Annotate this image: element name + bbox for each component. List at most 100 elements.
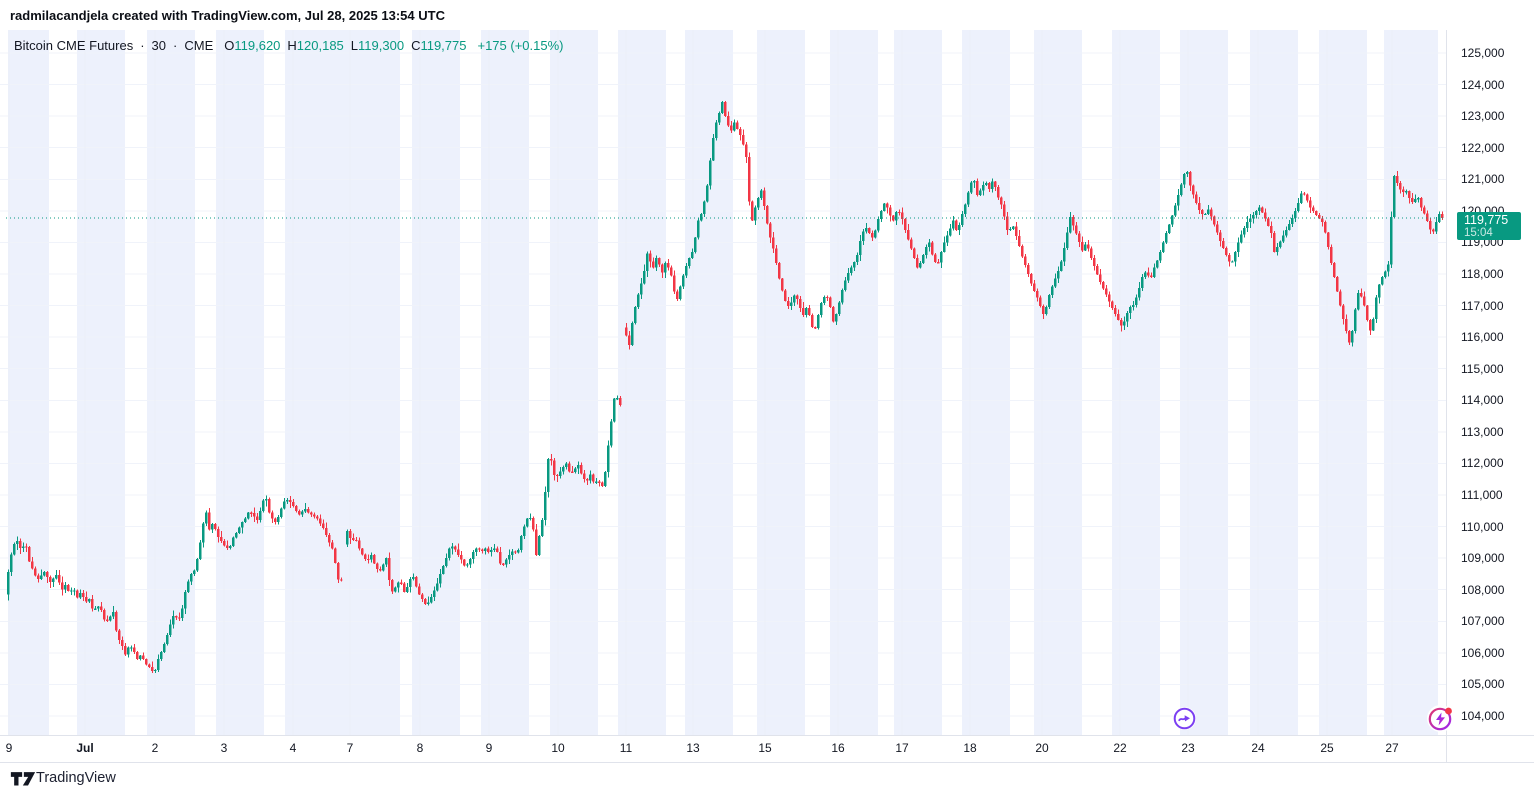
candle-body (289, 500, 292, 503)
candle-body (784, 290, 787, 301)
flash-alert-button[interactable] (1427, 705, 1454, 732)
candle-body (1360, 292, 1363, 297)
attribution-bar: radmilacandjela created with TradingView… (0, 0, 1534, 30)
tradingview-logo-icon[interactable] (10, 770, 36, 788)
candle-body (232, 537, 235, 546)
candle-body (1414, 199, 1417, 202)
candle-body (670, 267, 673, 276)
candle-body (1426, 213, 1429, 222)
candle-body (1357, 292, 1360, 310)
candle-body (481, 549, 484, 552)
candle-body (808, 307, 811, 316)
price-scale[interactable]: 125,000 124,000 123,000 122,000 121,000 120,0… (1446, 30, 1534, 735)
candle-body (280, 508, 283, 518)
candle-body (1099, 274, 1102, 282)
candle-body (595, 481, 598, 483)
candle-wick (221, 531, 222, 543)
candle-body (1198, 202, 1201, 211)
candle-body (541, 520, 544, 537)
candle-body (268, 499, 271, 513)
candle-body (1186, 171, 1189, 174)
candle-body (1054, 278, 1057, 287)
candle-body (223, 540, 226, 546)
candle-body (730, 125, 733, 131)
candle-body (361, 548, 364, 555)
price-tick-label: 111,000 (1461, 487, 1503, 502)
candle-wick (428, 596, 429, 606)
chart-canvas[interactable] (0, 30, 1446, 735)
candle-body (1219, 232, 1222, 241)
time-tick-label: 20 (1035, 741, 1049, 755)
candle-body (391, 580, 394, 592)
candle-body (520, 536, 523, 551)
candle-body (157, 659, 160, 670)
candle-body (1075, 225, 1078, 234)
candle-body (1084, 244, 1087, 251)
candle-body (979, 190, 982, 196)
candle-wick (452, 542, 453, 555)
ohlc-close: C 119,775 (411, 38, 466, 53)
time-tick-label: 4 (289, 741, 297, 755)
candle-body (634, 307, 637, 323)
time-tick-label: 16 (831, 741, 845, 755)
candle-wick (827, 295, 828, 302)
candle-body (1264, 212, 1267, 219)
candle-body (79, 592, 82, 598)
candle-body (31, 561, 34, 569)
candle-body (355, 539, 358, 542)
candle-body (1276, 247, 1279, 252)
candle-body (1375, 297, 1378, 319)
price-tick-label: 104,000 (1461, 708, 1505, 723)
candle-body (1279, 241, 1282, 248)
candle-body (514, 551, 517, 553)
candle-body (1171, 215, 1174, 225)
candle-body (460, 554, 463, 560)
candle-body (1033, 283, 1036, 292)
candle-body (1285, 229, 1288, 236)
candle-body (439, 573, 442, 584)
candle-body (490, 550, 493, 553)
candle-body (703, 201, 706, 215)
candle-body (586, 479, 589, 481)
candle-body (1384, 271, 1387, 278)
price-tick-label: 121,000 (1461, 172, 1505, 187)
price-tick-label: 114,000 (1461, 393, 1504, 408)
candle-body (880, 210, 883, 220)
candle-body (1159, 251, 1162, 261)
arrow-right-icon (1178, 717, 1187, 722)
candle-body (682, 275, 685, 287)
candle-body (1120, 319, 1123, 326)
candle-body (793, 295, 796, 303)
session-band (894, 30, 942, 735)
candle-body (700, 214, 703, 221)
time-scale[interactable]: 9 Jul 2 3 4 7 8 9 10 11 13 15 16 17 18 20 22 23 24 25 27 (0, 735, 1446, 762)
candle-body (1339, 291, 1342, 306)
candle-body (955, 220, 958, 230)
candle-body (568, 463, 571, 472)
candle-body (580, 464, 583, 474)
candle-body (49, 577, 52, 583)
go-to-realtime-button[interactable] (1173, 707, 1196, 730)
candle-body (1156, 260, 1159, 268)
candle-wick (41, 569, 42, 581)
candle-wick (179, 612, 180, 622)
candle-body (1189, 171, 1192, 186)
symbol-legend[interactable]: Bitcoin CME Futures · 30 · CME O 119,620 … (14, 36, 564, 54)
candle-body (337, 562, 340, 580)
candle-body (226, 545, 229, 548)
candle-body (688, 258, 691, 267)
candle-body (1030, 273, 1033, 284)
candle-body (196, 558, 199, 571)
candle-body (313, 514, 316, 517)
candle-body (1408, 191, 1411, 199)
candle-body (1144, 272, 1147, 278)
candle-body (583, 473, 586, 480)
candle-wick (176, 615, 177, 621)
candle-body (277, 517, 280, 523)
time-tick-label: 11 (619, 741, 633, 755)
candle-body (142, 655, 145, 660)
candle-body (1318, 214, 1321, 219)
tradingview-brand-text[interactable]: TradingView (36, 770, 116, 786)
candle-body (943, 242, 946, 252)
candle-body (235, 532, 238, 538)
